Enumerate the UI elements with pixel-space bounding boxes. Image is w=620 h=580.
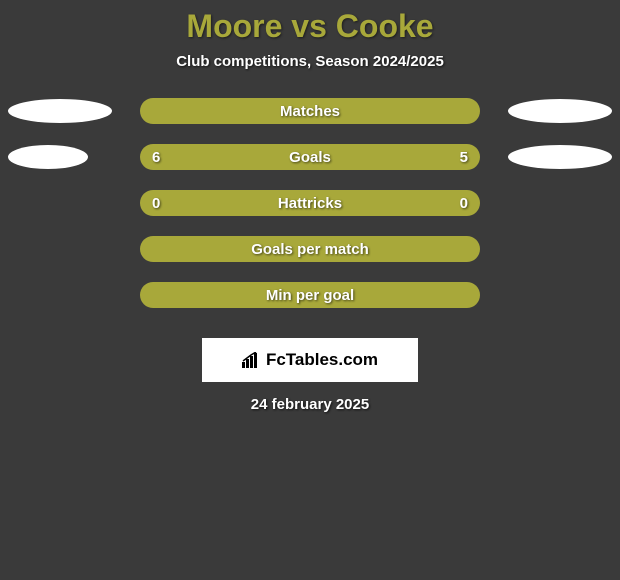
chart-icon (242, 352, 262, 368)
ellipse-left (8, 145, 88, 169)
stat-value-left: 6 (152, 149, 160, 166)
ellipse-left (8, 99, 112, 123)
stat-value-right: 5 (460, 149, 468, 166)
stat-bar: Matches (140, 98, 480, 124)
stat-label: Min per goal (266, 287, 354, 304)
stat-bar: 6 Goals 5 (140, 144, 480, 170)
stat-value-right: 0 (460, 195, 468, 212)
stat-row: Min per goal (0, 282, 620, 308)
ellipse-right (508, 145, 612, 169)
stat-bar: Goals per match (140, 236, 480, 262)
stat-value-left: 0 (152, 195, 160, 212)
subtitle: Club competitions, Season 2024/2025 (0, 53, 620, 70)
stat-label: Goals (289, 149, 331, 166)
stat-bar: 0 Hattricks 0 (140, 190, 480, 216)
stats-list: Matches 6 Goals 5 0 Hattricks 0 Goals per match… (0, 98, 620, 308)
stat-bar: Min per goal (140, 282, 480, 308)
logo-label: FcTables.com (266, 350, 378, 370)
stat-row: 0 Hattricks 0 (0, 190, 620, 216)
page-title: Moore vs Cooke (0, 8, 620, 45)
logo-text: FcTables.com (242, 350, 378, 370)
ellipse-right (508, 99, 612, 123)
stat-label: Goals per match (251, 241, 369, 258)
stat-label: Matches (280, 103, 340, 120)
stat-label: Hattricks (278, 195, 342, 212)
logo-box: FcTables.com (202, 338, 418, 382)
stat-row: Matches (0, 98, 620, 124)
main-container: Moore vs Cooke Club competitions, Season… (0, 0, 620, 580)
date-text: 24 february 2025 (0, 396, 620, 413)
stat-row: Goals per match (0, 236, 620, 262)
stat-row: 6 Goals 5 (0, 144, 620, 170)
